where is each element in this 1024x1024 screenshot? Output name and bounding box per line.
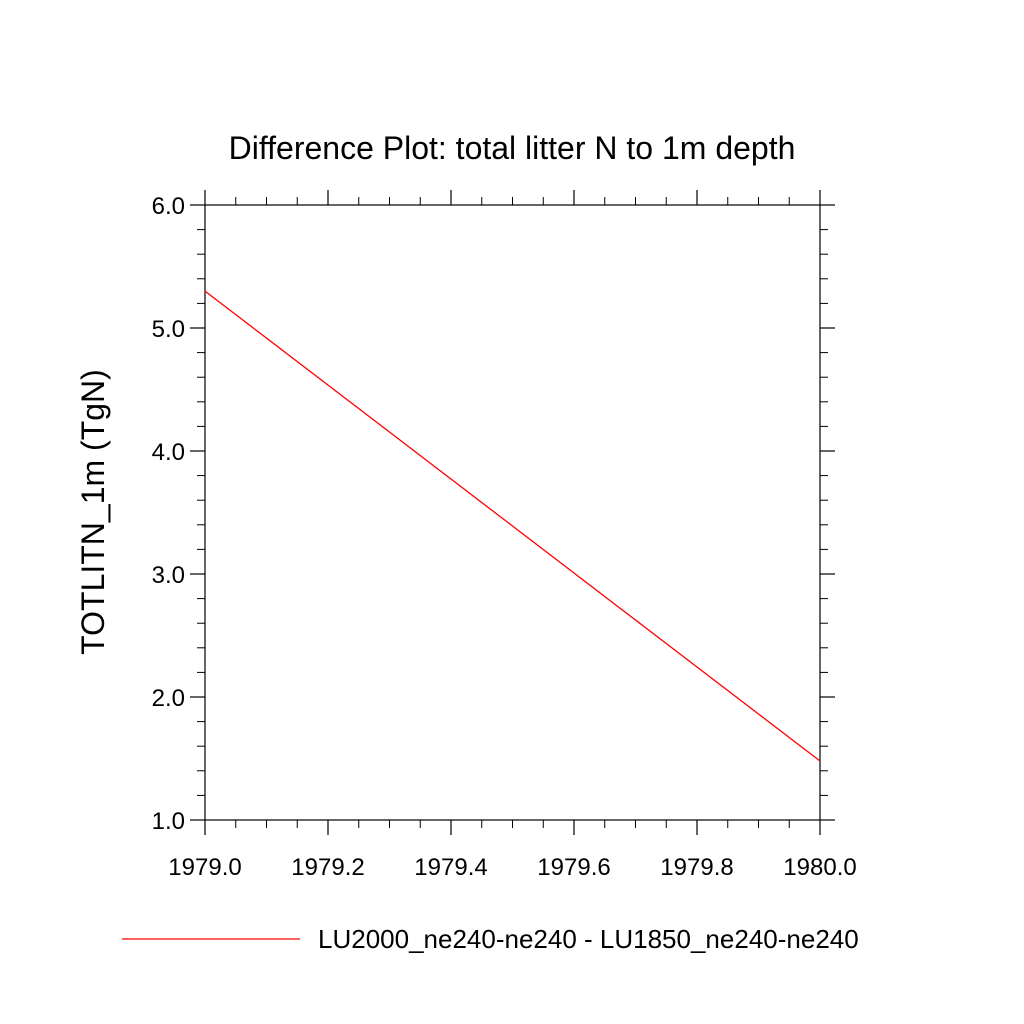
y-tick-label: 6.0 [152, 193, 185, 220]
y-tick-label: 5.0 [152, 316, 185, 343]
series-layer [204, 290, 821, 762]
x-tick-label: 1979.4 [414, 854, 487, 881]
x-tick-label: 1980.0 [783, 854, 856, 881]
legend-label: LU2000_ne240-ne240 - LU1850_ne240-ne240 [318, 924, 859, 954]
y-tick-label: 4.0 [152, 439, 185, 466]
legend: LU2000_ne240-ne240 - LU1850_ne240-ne240 [122, 924, 859, 954]
x-tick-label: 1979.0 [168, 854, 241, 881]
x-axis-ticks: 1979.0 1979.2 1979.4 1979.6 1979.8 1980.0 [168, 190, 857, 881]
x-tick-label: 1979.6 [537, 854, 610, 881]
y-axis-ticks: 1.0 2.0 3.0 4.0 5.0 6.0 [152, 193, 835, 835]
y-axis-label: TOTLITN_1m (TgN) [75, 369, 111, 655]
chart-title: Difference Plot: total litter N to 1m de… [229, 130, 796, 166]
x-tick-label: 1979.8 [660, 854, 733, 881]
y-tick-label: 3.0 [152, 562, 185, 589]
y-tick-label: 1.0 [152, 808, 185, 835]
series-line [204, 290, 821, 762]
x-tick-label: 1979.2 [291, 854, 364, 881]
y-tick-label: 2.0 [152, 685, 185, 712]
